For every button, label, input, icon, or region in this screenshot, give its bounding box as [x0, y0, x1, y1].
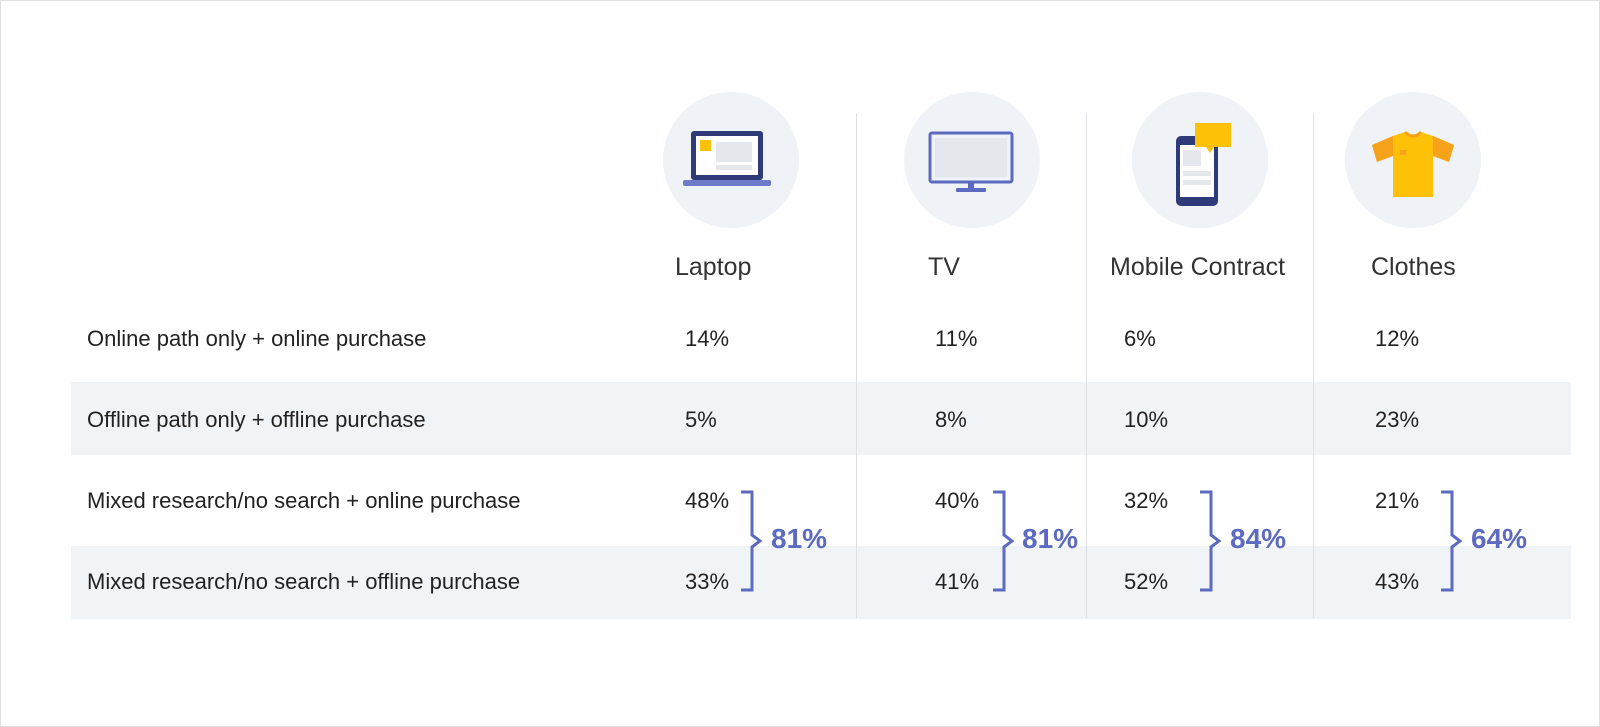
row-label-online-only: Online path only + online purchase — [87, 326, 427, 351]
mixed-total-clothes: 64% — [1471, 523, 1528, 554]
bracket-clothes — [1441, 490, 1463, 592]
tv-icon — [904, 92, 1040, 228]
row-stripe — [71, 382, 1571, 455]
table-cell: 5% — [685, 407, 717, 432]
table-cell: 11% — [935, 326, 978, 351]
bracket-tv — [993, 490, 1015, 592]
table-cell: 48% — [685, 488, 730, 513]
table-cell: 12% — [1375, 326, 1420, 351]
table-cell: 14% — [685, 326, 730, 351]
table-cell: 8% — [935, 407, 967, 432]
table-cell: 41% — [935, 569, 980, 594]
column-divider — [1313, 113, 1314, 618]
table-cell: 32% — [1124, 488, 1169, 513]
row-label-offline-only: Offline path only + offline purchase — [87, 407, 426, 432]
column-label-laptop: Laptop — [675, 253, 752, 281]
table-cell: 23% — [1375, 407, 1420, 432]
table-cell: 6% — [1124, 326, 1156, 351]
bracket-mobile-contract — [1200, 490, 1222, 592]
column-divider — [1086, 113, 1087, 618]
column-divider — [856, 113, 857, 618]
table-cell: 10% — [1124, 407, 1169, 432]
tshirt-icon — [1345, 92, 1481, 228]
bracket-laptop — [741, 490, 763, 592]
table-cell: 33% — [685, 569, 730, 594]
row-label-mixed-offline: Mixed research/no search + offline purch… — [87, 569, 521, 594]
column-label-tv: TV — [928, 253, 960, 281]
table-cell: 52% — [1124, 569, 1169, 594]
table-cell: 40% — [935, 488, 980, 513]
row-label-mixed-online: Mixed research/no search + online purcha… — [87, 488, 521, 513]
laptop-icon — [663, 92, 799, 228]
mixed-total-laptop: 81% — [771, 523, 828, 554]
column-label-clothes: Clothes — [1371, 253, 1456, 281]
table-cell: 43% — [1375, 569, 1420, 594]
mixed-total-tv: 81% — [1022, 523, 1079, 554]
table-cell: 21% — [1375, 488, 1420, 513]
column-label-mobile-contract: Mobile Contract — [1110, 253, 1286, 281]
row-stripe — [71, 546, 1571, 619]
mixed-total-mobile-contract: 84% — [1230, 523, 1287, 554]
mobile-phone-icon — [1132, 92, 1268, 228]
